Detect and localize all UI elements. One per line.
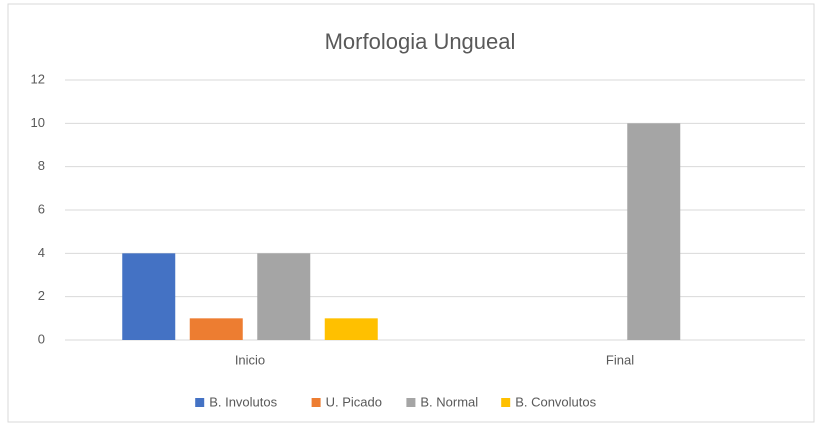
- y-tick-label: 2: [38, 288, 45, 303]
- y-tick-label: 12: [31, 71, 45, 86]
- legend-label: B. Convolutos: [515, 394, 596, 409]
- bar: [257, 253, 311, 340]
- legend-label: B. Normal: [420, 394, 478, 409]
- legend-swatch: [501, 398, 511, 407]
- x-tick-label: Final: [606, 352, 634, 367]
- bar: [324, 318, 378, 340]
- y-tick-label: 4: [38, 245, 45, 260]
- legend-label: B. Involutos: [209, 394, 277, 409]
- legend-label: U. Picado: [326, 394, 382, 409]
- legend-swatch: [195, 398, 205, 407]
- y-tick-label: 8: [38, 158, 45, 173]
- chart-frame: [7, 3, 815, 423]
- bar: [122, 253, 176, 340]
- y-tick-label: 6: [38, 201, 45, 216]
- y-tick-label: 10: [31, 115, 45, 130]
- bar: [189, 318, 243, 340]
- y-tick-label: 0: [38, 331, 45, 346]
- legend-swatch: [311, 398, 321, 407]
- chart-title: Morfologia Ungueal: [325, 29, 516, 54]
- bar: [627, 123, 681, 340]
- x-tick-label: Inicio: [235, 352, 265, 367]
- legend-swatch: [406, 398, 416, 407]
